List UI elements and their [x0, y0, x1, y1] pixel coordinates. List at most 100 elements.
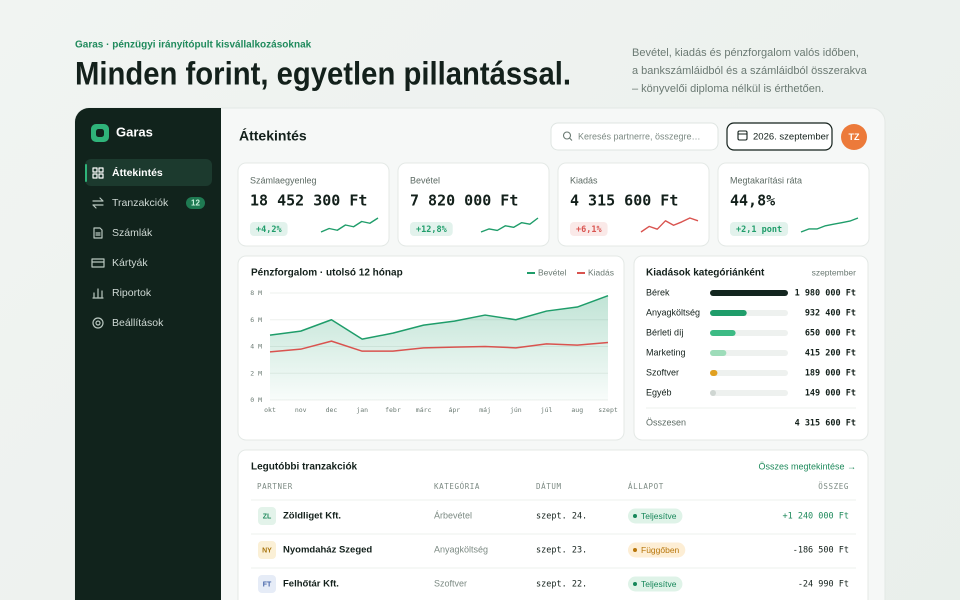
- kpi-sparkline: [320, 217, 379, 233]
- kpi-value: 44,8%: [730, 192, 775, 210]
- category-track: [710, 390, 788, 396]
- nav-icon: [92, 288, 104, 299]
- transactions-title: Legutóbbi tranzakciók: [251, 462, 358, 473]
- category-bar: [710, 370, 718, 376]
- x-tick-label: nov: [295, 406, 307, 414]
- column-header: ÁLLAPOT: [628, 482, 664, 491]
- category-name: Szoftver: [646, 367, 679, 377]
- hero-description: Bevétel, kiadás és pénzforgalom valós id…: [632, 47, 867, 95]
- x-tick-label: dec: [326, 406, 338, 414]
- hero-title: Minden forint, egyetlen pillantással.: [75, 55, 571, 91]
- kpi-delta: +2,1 pont: [736, 225, 782, 235]
- nav-label[interactable]: Kártyák: [112, 257, 148, 269]
- partner-name[interactable]: Nyomdaház Szeged: [283, 545, 372, 556]
- y-tick-label: 4 M: [250, 343, 262, 351]
- kpi-delta: +4,2%: [256, 225, 282, 235]
- x-tick-label: aug: [571, 406, 583, 414]
- status-pill: [628, 508, 683, 524]
- brand-name: Garas: [116, 124, 153, 139]
- x-tick-label: máj: [479, 406, 491, 414]
- period-button[interactable]: [726, 122, 833, 151]
- category: Anyagköltség: [434, 544, 488, 554]
- partner-badge: [258, 541, 276, 559]
- category-bar: [710, 310, 747, 316]
- partner-initials: FT: [263, 581, 272, 588]
- partner-name[interactable]: Felhőtár Kft.: [283, 579, 339, 590]
- status: Függőben: [641, 545, 680, 555]
- nav-label[interactable]: Tranzakciók: [112, 197, 169, 209]
- line: [269, 340, 609, 353]
- category: Árbevétel: [434, 510, 472, 520]
- nav-label[interactable]: Számlák: [112, 227, 153, 239]
- y-tick-label: 2 M: [250, 369, 262, 377]
- kpi-delta-bg: [570, 222, 608, 236]
- nav-label[interactable]: Áttekintés: [112, 166, 163, 179]
- status-pill: [628, 542, 686, 558]
- categories-period: szeptember: [812, 267, 857, 277]
- nav-icon: [92, 197, 104, 209]
- nav-label[interactable]: Riportok: [112, 287, 152, 299]
- page-title: Áttekintés: [239, 128, 307, 144]
- kpi-sparkline: [480, 217, 539, 233]
- category-bar: [710, 350, 727, 356]
- x-tick-label: szept: [598, 406, 618, 414]
- legend-label: Kiadás: [588, 267, 614, 277]
- partner-name[interactable]: Zöldliget Kft.: [283, 511, 341, 522]
- nav-icon: [92, 167, 104, 179]
- avatar[interactable]: [841, 124, 867, 150]
- amount: -186 500 Ft: [793, 546, 849, 556]
- amount: +1 240 000 Ft: [782, 512, 849, 522]
- legend-label: Bevétel: [538, 267, 566, 277]
- nav-label[interactable]: Beállítások: [112, 317, 164, 329]
- category-bar: [710, 330, 736, 336]
- category-name: Egyéb: [646, 387, 672, 397]
- category-amount: 1 980 000 Ft: [795, 289, 856, 299]
- categories-total-label: Összesen: [646, 417, 686, 427]
- chart-title: Pénzforgalom · utolsó 12 hónap: [251, 268, 403, 279]
- status: Teljesítve: [641, 579, 677, 589]
- category-track: [710, 370, 788, 376]
- nav-active-bg: [85, 159, 212, 186]
- nav-icon: [91, 258, 105, 268]
- category-name: Anyagköltség: [646, 307, 700, 317]
- category-name: Bérleti díj: [646, 327, 684, 337]
- brand-logo-dot: [96, 129, 104, 137]
- partner-badge: [258, 507, 276, 525]
- column-header: PARTNER: [257, 482, 293, 491]
- x-tick-label: márc: [416, 406, 432, 414]
- kpi-card: [557, 162, 710, 247]
- nav-badge: 12: [191, 199, 200, 208]
- calendar-icon: [737, 130, 748, 141]
- categories-total: 4 315 600 Ft: [795, 419, 856, 429]
- kpi-label: Bevétel: [410, 175, 440, 185]
- status-dot: [633, 514, 637, 518]
- y-tick-label: 6 M: [250, 316, 262, 324]
- status-dot: [633, 548, 637, 552]
- kpi-label: Megtakarítási ráta: [730, 175, 802, 185]
- kpi-sparkline: [800, 217, 859, 233]
- category: Szoftver: [434, 578, 467, 588]
- view-all-link[interactable]: Összes megtekintése →: [758, 461, 856, 471]
- kpi-delta-bg: [730, 222, 789, 236]
- category-bar: [710, 390, 716, 396]
- y-tick-label: 0 M: [250, 396, 262, 404]
- category-name: Bérek: [646, 287, 670, 297]
- category-amount: 149 000 Ft: [805, 389, 856, 399]
- kpi-delta: +6,1%: [576, 225, 602, 235]
- kpi-delta: +12,8%: [416, 225, 448, 235]
- kpi-delta-bg: [250, 222, 288, 236]
- kpi-label: Számlaegyenleg: [250, 175, 317, 185]
- category-amount: 189 000 Ft: [805, 369, 856, 379]
- date: szept. 23.: [536, 546, 587, 556]
- column-header: DÁTUM: [536, 482, 562, 491]
- kpi-card: [237, 162, 390, 247]
- partner-initials: NY: [262, 547, 272, 554]
- search-box[interactable]: [550, 122, 719, 151]
- y-tick-label: 8 M: [250, 289, 262, 297]
- kpi-card: [397, 162, 550, 247]
- column-header: KATEGÓRIA: [434, 482, 480, 491]
- transactions-card: [237, 449, 869, 600]
- period-label: 2026. szeptember: [753, 132, 829, 143]
- search-placeholder: Keresés partnerre, összegre…: [578, 131, 701, 141]
